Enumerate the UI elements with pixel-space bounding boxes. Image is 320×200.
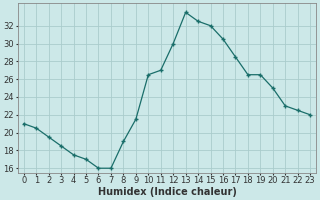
X-axis label: Humidex (Indice chaleur): Humidex (Indice chaleur) <box>98 187 236 197</box>
